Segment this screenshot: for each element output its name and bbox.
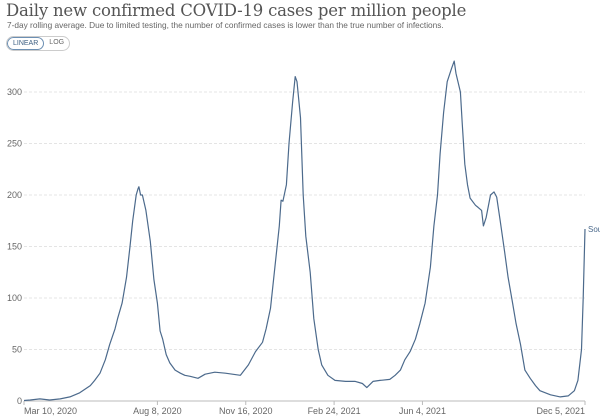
x-tick-label: Aug 8, 2020 xyxy=(133,406,182,416)
y-tick-label: 250 xyxy=(7,139,22,149)
y-tick-label: 50 xyxy=(12,345,22,355)
log-scale-button[interactable]: LOG xyxy=(49,39,65,46)
series-label: Sou xyxy=(588,225,600,234)
y-tick-label: 0 xyxy=(17,396,22,406)
y-tick-label: 300 xyxy=(7,87,22,97)
x-tick-label: Dec 5, 2021 xyxy=(536,406,585,416)
y-tick-label: 150 xyxy=(7,242,22,252)
y-tick-label: 200 xyxy=(7,190,22,200)
chart-title: Daily new confirmed COVID-19 cases per m… xyxy=(6,1,467,20)
x-tick-label: Feb 24, 2021 xyxy=(308,406,361,416)
y-tick-label: 100 xyxy=(7,293,22,303)
x-tick-label: Jun 4, 2021 xyxy=(399,406,446,416)
x-tick-label: Nov 16, 2020 xyxy=(219,406,273,416)
series-line xyxy=(23,60,586,402)
chart-subtitle: 7-day rolling average. Due to limited te… xyxy=(7,20,444,30)
scale-toggle[interactable]: LINEAR LOG xyxy=(6,36,71,51)
linear-scale-button[interactable]: LINEAR xyxy=(7,37,45,50)
x-tick-label: Mar 10, 2020 xyxy=(24,406,77,416)
